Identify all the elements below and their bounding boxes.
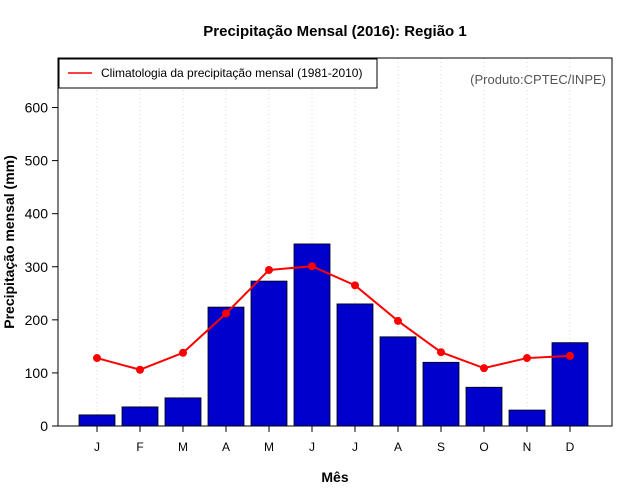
y-tick-label: 300 xyxy=(25,259,49,275)
climatology-point-8 xyxy=(437,348,445,357)
x-tick-label: S xyxy=(437,440,445,454)
x-tick-label: O xyxy=(479,440,488,454)
climatology-point-10 xyxy=(523,354,531,363)
plot-frame xyxy=(57,57,613,427)
bar-2 xyxy=(164,397,202,427)
climatology-point-3 xyxy=(222,309,230,318)
x-tick-label: J xyxy=(94,440,100,454)
y-axis-label: Precipitação mensal (mm) xyxy=(1,155,17,329)
y-tick-label: 200 xyxy=(25,312,49,328)
climatology-point-7 xyxy=(394,316,402,325)
climatology-point-5 xyxy=(308,262,316,271)
y-tick-label: 600 xyxy=(25,100,49,116)
climatology-point-0 xyxy=(93,354,101,363)
grid-lines xyxy=(96,58,571,426)
bar-0 xyxy=(78,414,116,427)
climatology-point-11 xyxy=(566,351,574,360)
y-tick-label: 100 xyxy=(25,365,49,381)
climatology-point-9 xyxy=(480,364,488,373)
bar-7 xyxy=(379,336,417,427)
x-tick-label: D xyxy=(566,440,575,454)
climatology-point-2 xyxy=(179,348,187,357)
bar-1 xyxy=(121,406,159,427)
bar-8 xyxy=(422,361,460,427)
climatology-point-1 xyxy=(136,365,144,374)
legend: Climatologia da precipitação mensal (198… xyxy=(58,58,378,89)
x-tick-label: N xyxy=(523,440,532,454)
x-tick-label: M xyxy=(264,440,274,454)
climatology-line-group xyxy=(93,262,574,374)
bar-4 xyxy=(250,280,288,427)
x-tick-label: J xyxy=(352,440,358,454)
x-tick-label: M xyxy=(178,440,188,454)
y-tick-label: 0 xyxy=(40,418,48,434)
bar-3 xyxy=(207,306,245,427)
bar-6 xyxy=(336,303,374,427)
x-axis-label: Mês xyxy=(321,469,348,485)
legend-entry-climatology: Climatologia da precipitação mensal (198… xyxy=(101,66,362,80)
bar-10 xyxy=(508,409,546,427)
y-tick-label: 500 xyxy=(25,153,49,169)
legend-box xyxy=(58,58,378,89)
credit-text: (Produto:CPTEC/INPE) xyxy=(470,72,606,87)
x-tick-label: F xyxy=(136,440,143,454)
climatology-point-6 xyxy=(351,281,359,290)
axes: 0 100 200 300 400 500 600 J F M A M J J A S O N D xyxy=(25,100,575,454)
chart-title: Precipitação Mensal (2016): Região 1 xyxy=(203,23,466,40)
x-tick-label: J xyxy=(309,440,315,454)
x-tick-label: A xyxy=(222,440,230,454)
bars-group xyxy=(78,243,589,427)
climatology-point-4 xyxy=(265,265,273,274)
y-tick-label: 400 xyxy=(25,206,49,222)
climatology-line xyxy=(96,265,571,371)
x-tick-label: A xyxy=(394,440,402,454)
bar-9 xyxy=(465,386,503,427)
